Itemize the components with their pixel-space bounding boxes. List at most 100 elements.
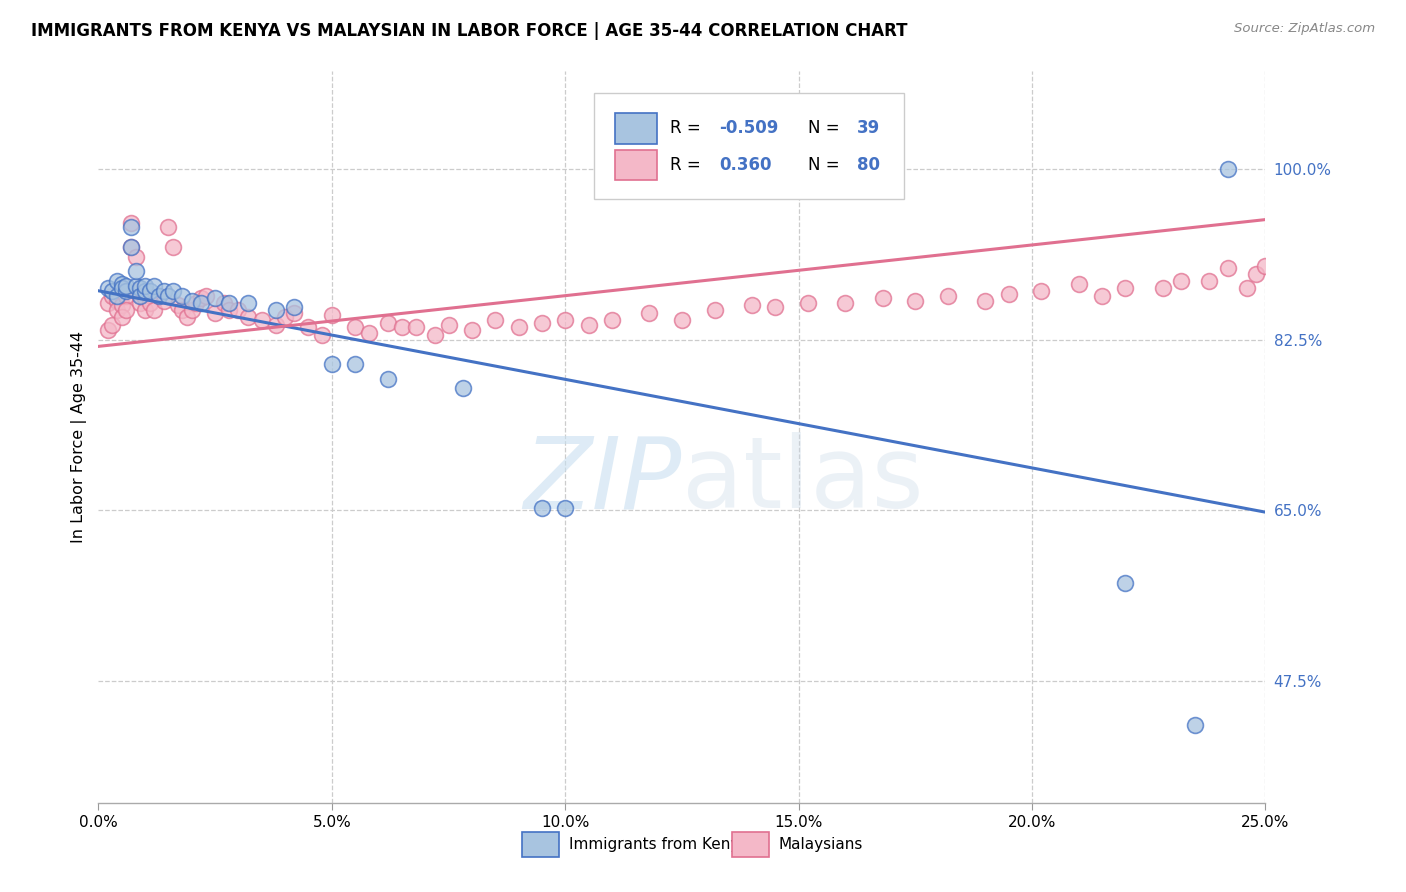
Point [125, 250, 148, 264]
Point [152, 284, 174, 298]
Point [111, 298, 134, 312]
FancyBboxPatch shape [616, 113, 658, 144]
Point [321, 357, 343, 371]
Point [359, 326, 381, 340]
Point [148, 288, 170, 302]
Point [204, 306, 226, 320]
Point [172, 303, 194, 318]
Point [180, 303, 202, 318]
Point [129, 281, 152, 295]
Point [274, 310, 297, 325]
Point [120, 240, 142, 254]
Text: R =: R = [671, 156, 711, 174]
Text: IMMIGRANTS FROM KENYA VS MALAYSIAN IN LABOR FORCE | AGE 35-44 CORRELATION CHART: IMMIGRANTS FROM KENYA VS MALAYSIAN IN LA… [31, 22, 907, 40]
Point [143, 303, 166, 318]
Text: 39: 39 [858, 120, 880, 137]
Point [152, 293, 174, 308]
Point [157, 220, 180, 235]
Text: Source: ZipAtlas.com: Source: ZipAtlas.com [1234, 22, 1375, 36]
Point [134, 291, 156, 305]
Text: 0.360: 0.360 [720, 156, 772, 174]
Text: R =: R = [671, 120, 706, 137]
Point [344, 357, 367, 371]
Point [115, 288, 138, 302]
Point [190, 291, 212, 305]
Point [157, 288, 180, 302]
Point [228, 303, 250, 318]
Point [297, 319, 319, 334]
Point [139, 284, 162, 298]
Point [638, 306, 661, 320]
Point [250, 313, 273, 327]
Point [101, 318, 124, 332]
Point [264, 318, 287, 332]
Point [405, 319, 427, 334]
Point [311, 327, 333, 342]
Point [139, 296, 162, 310]
FancyBboxPatch shape [616, 150, 658, 180]
Point [872, 291, 894, 305]
Point [763, 301, 786, 315]
FancyBboxPatch shape [522, 832, 560, 857]
Point [111, 281, 134, 295]
Point [214, 296, 236, 310]
Point [484, 313, 506, 327]
Point [97, 296, 120, 310]
Text: N =: N = [808, 156, 845, 174]
Point [180, 293, 202, 308]
Text: Immigrants from Kenya: Immigrants from Kenya [568, 837, 748, 852]
Point [162, 284, 184, 298]
Point [508, 319, 530, 334]
Point [1031, 284, 1053, 298]
Point [120, 220, 142, 235]
Point [1254, 260, 1277, 274]
Point [797, 296, 820, 310]
Point [125, 284, 148, 298]
Point [115, 284, 138, 298]
Point [97, 323, 120, 337]
Point [134, 303, 156, 318]
Point [283, 301, 305, 315]
Point [1236, 281, 1258, 295]
Point [166, 298, 188, 312]
Point [236, 310, 259, 325]
Y-axis label: In Labor Force | Age 35-44: In Labor Force | Age 35-44 [72, 331, 87, 543]
Point [1216, 161, 1239, 176]
Point [437, 318, 460, 332]
Point [101, 288, 124, 302]
Point [218, 296, 240, 310]
Point [1152, 281, 1174, 295]
Point [1184, 718, 1206, 732]
Point [554, 313, 576, 327]
FancyBboxPatch shape [733, 832, 769, 857]
Point [115, 279, 138, 293]
Point [344, 319, 367, 334]
Point [148, 288, 170, 302]
Point [176, 310, 198, 325]
Point [600, 313, 623, 327]
Point [125, 279, 148, 293]
Point [264, 303, 287, 318]
Point [194, 288, 217, 302]
Point [321, 308, 343, 322]
Point [111, 310, 134, 325]
Text: N =: N = [808, 120, 845, 137]
Point [111, 277, 134, 291]
Point [703, 303, 725, 318]
FancyBboxPatch shape [595, 94, 904, 200]
Point [904, 293, 927, 308]
Point [1114, 281, 1136, 295]
Point [186, 296, 208, 310]
Point [377, 316, 399, 330]
Point [105, 293, 128, 308]
Point [204, 291, 226, 305]
Point [125, 264, 148, 278]
Point [377, 371, 399, 385]
Point [101, 284, 124, 298]
Point [554, 501, 576, 516]
Point [129, 296, 152, 310]
Point [451, 381, 474, 395]
Point [1067, 277, 1090, 291]
Point [115, 303, 138, 318]
Point [423, 327, 446, 342]
